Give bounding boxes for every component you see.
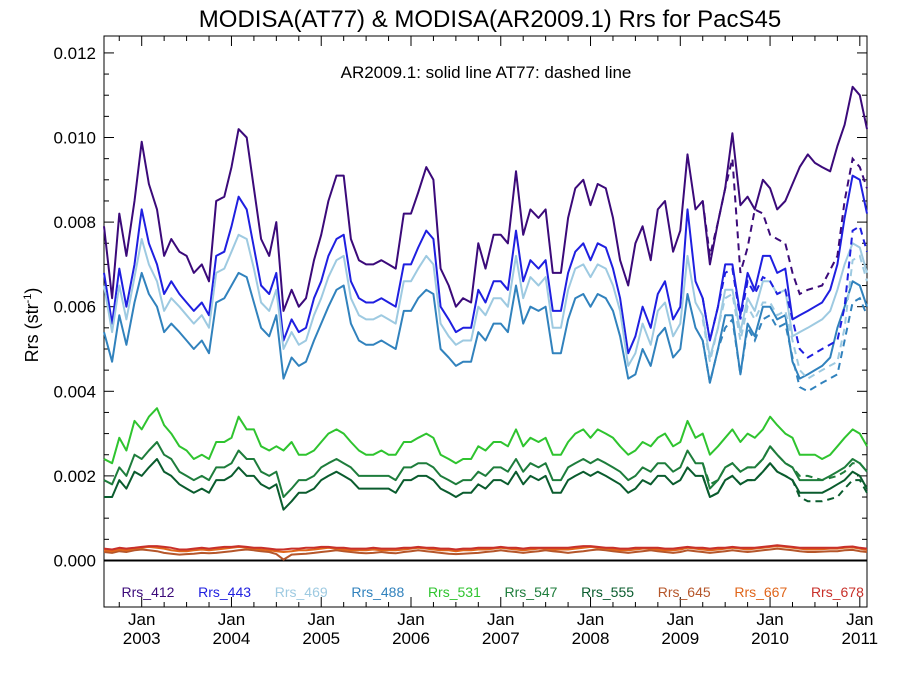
legend-label-rrs-645: Rrs_645	[658, 584, 711, 600]
legend-label-rrs-547: Rrs_547	[505, 584, 558, 600]
series-line-rrs-488	[103, 271, 868, 384]
x-tick-label-year: 2004	[213, 629, 251, 648]
x-tick-label-year: 2010	[751, 629, 789, 648]
plot-frame	[103, 35, 868, 608]
axes-frame	[103, 35, 868, 608]
x-tick-label-month: Jan	[128, 610, 155, 629]
x-tick-label-year: 2003	[123, 629, 161, 648]
y-tick-label: 0.006	[53, 298, 96, 317]
dashed-series-line	[701, 224, 868, 359]
y-tick-label: 0.012	[53, 44, 96, 63]
dashed-series-line	[701, 461, 868, 503]
legend-label-rrs-443: Rrs_443	[198, 584, 251, 600]
x-tick-label-year: 2011	[842, 629, 879, 648]
y-axis-label: Rrs (str-1)	[22, 288, 42, 363]
y-axis-label-main: Rrs (str	[22, 303, 42, 362]
x-tick-label-year: 2007	[482, 629, 520, 648]
dashed-series-line	[701, 296, 868, 393]
series-line-rrs-645	[103, 547, 868, 561]
legend-label-rrs-488: Rrs_488	[351, 584, 404, 600]
x-tick-label-year: 2009	[661, 629, 699, 648]
series-line-rrs-678	[103, 544, 868, 551]
y-tick-label: 0.004	[53, 382, 96, 401]
legend-label-rrs-678: Rrs_678	[811, 584, 864, 600]
legend-label-rrs-531: Rrs_531	[428, 584, 481, 600]
x-tick-label-year: 2005	[302, 629, 340, 648]
x-tick-label-month: Jan	[308, 610, 335, 629]
x-tick-label-month: Jan	[756, 610, 783, 629]
x-tick-label-month: Jan	[218, 610, 245, 629]
tick-labels: 0.0000.0020.0040.0060.0080.0100.012Jan20…	[53, 44, 878, 648]
x-tick-label-year: 2008	[572, 629, 610, 648]
series-line-rrs-531	[103, 407, 868, 465]
legend: Rrs_412 Rrs_443 Rrs_469 Rrs_488 Rrs_531 Rrs_5…	[122, 584, 865, 600]
x-tick-label-month: Jan	[577, 610, 604, 629]
y-axis-label-end: )	[22, 288, 42, 294]
series-line-rrs-412	[103, 85, 868, 312]
dashed-series-line	[701, 156, 868, 296]
chart-title: MODISA(AT77) & MODISA(AR2009.1) Rrs for …	[199, 6, 781, 33]
x-tick-label-year: 2006	[392, 629, 430, 648]
legend-label-rrs-667: Rrs_667	[734, 584, 787, 600]
series-layer	[103, 85, 868, 561]
y-tick-label: 0.008	[53, 213, 96, 232]
series-line-rrs-443	[103, 174, 868, 355]
y-axis-label-superscript: -1	[22, 294, 34, 304]
y-tick-label: 0.010	[53, 129, 96, 148]
legend-label-rrs-555: Rrs_555	[581, 584, 634, 600]
legend-label-rrs-469: Rrs_469	[275, 584, 328, 600]
legend-label-rrs-412: Rrs_412	[122, 584, 175, 600]
y-tick-label: 0.002	[53, 467, 96, 486]
x-tick-label-month: Jan	[667, 610, 694, 629]
x-tick-label-month: Jan	[397, 610, 424, 629]
y-tick-label: 0.000	[53, 551, 96, 570]
chart-annotation: AR2009.1: solid line AT77: dashed line	[341, 63, 632, 82]
x-tick-label-month: Jan	[487, 610, 514, 629]
dashed-series-line	[701, 444, 868, 486]
dashed-series-line	[701, 254, 868, 380]
x-tick-label-month: Jan	[846, 610, 873, 629]
series-line-rrs-469	[103, 233, 868, 367]
